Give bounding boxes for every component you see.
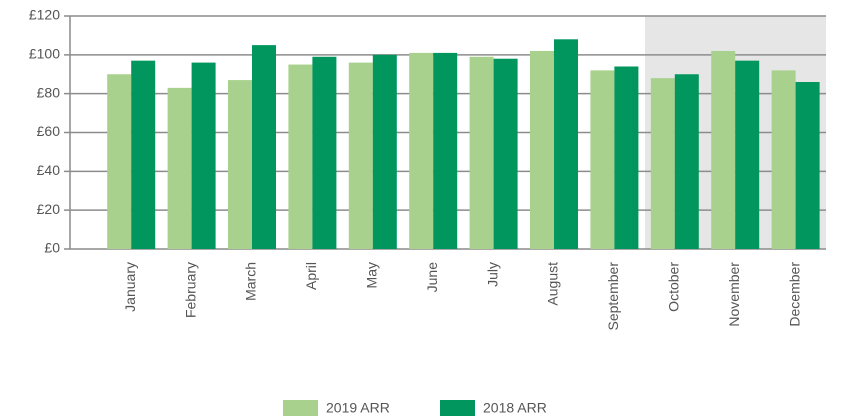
x-tick-label: October	[666, 262, 682, 312]
bar	[771, 70, 796, 249]
bar	[433, 52, 458, 250]
bar	[554, 39, 578, 249]
x-tick-label: December	[786, 262, 802, 327]
x-tick-label: June	[424, 262, 440, 293]
legend-label: 2018 ARR	[483, 400, 547, 416]
x-tick-label: May	[364, 262, 380, 288]
bar	[735, 60, 760, 250]
x-tick-label: January	[122, 262, 138, 312]
bar	[288, 64, 313, 250]
bar	[372, 54, 397, 250]
bar	[590, 70, 615, 249]
bar	[469, 56, 494, 250]
bar	[650, 78, 675, 249]
bar	[674, 74, 699, 249]
x-tick-label: July	[484, 262, 500, 287]
x-tick-label: February	[182, 262, 198, 318]
bar	[530, 50, 554, 250]
legend-swatch	[283, 400, 318, 416]
y-tick-label: £20	[37, 201, 61, 217]
y-tick-label: £120	[29, 7, 60, 23]
y-tick-label: £80	[37, 84, 61, 100]
x-tick-label: September	[605, 262, 621, 331]
legend-swatch	[440, 400, 475, 416]
y-tick-label: £0	[44, 240, 60, 256]
x-tick-label: November	[726, 262, 742, 327]
bar	[107, 74, 132, 249]
x-tick-label: August	[545, 262, 561, 306]
bar	[312, 56, 337, 250]
bar	[191, 62, 216, 249]
bar	[252, 45, 276, 249]
legend-label: 2019 ARR	[326, 400, 390, 416]
y-tick-label: £60	[37, 123, 61, 139]
bar	[228, 80, 252, 249]
y-tick-label: £40	[37, 162, 61, 178]
bar	[348, 62, 373, 249]
bar	[409, 52, 434, 250]
x-tick-label: March	[243, 262, 259, 301]
bar	[131, 60, 156, 250]
bar	[167, 87, 192, 249]
bar	[711, 50, 736, 250]
bar	[795, 82, 820, 250]
y-tick-label: £100	[29, 46, 60, 62]
bar	[614, 66, 639, 249]
bar	[493, 58, 518, 249]
x-tick-label: April	[303, 262, 319, 290]
